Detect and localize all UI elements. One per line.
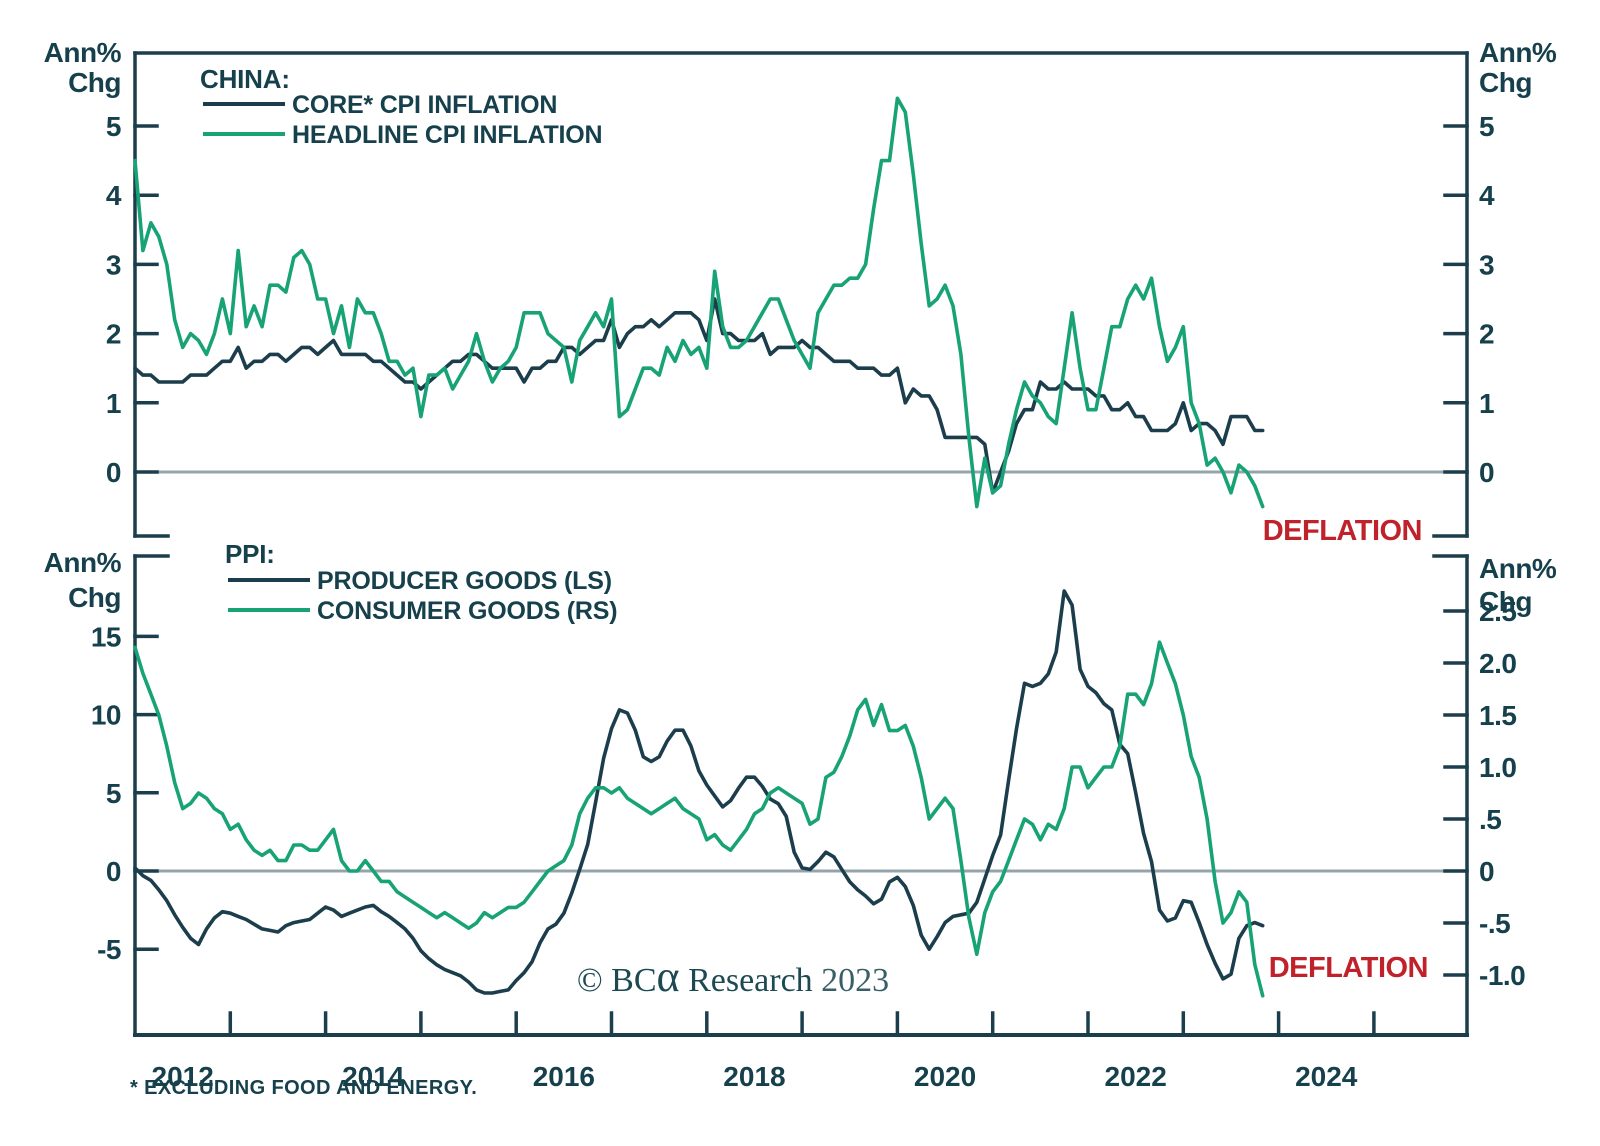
tick-label: -5	[97, 934, 121, 965]
bottom-panel-plot-area: 15 10 5 0 -5 2.5 2.0 1.5 1.0 .5 0 -.5 -1.0 2012 2014 20…	[91, 554, 1526, 1092]
tick-label: -.5	[1479, 908, 1510, 939]
tick-label: 0	[1479, 856, 1494, 887]
producer-goods-line	[133, 589, 1265, 995]
headline-cpi-line	[133, 96, 1265, 509]
tick-label: 4	[106, 180, 122, 211]
year-label: 2014	[342, 1061, 405, 1092]
tick-label: 5	[1479, 111, 1494, 142]
year-label: 2012	[152, 1061, 214, 1092]
top-panel-labels: Ann% Chg Ann% Chg CHINA: CORE* CPI INFLA…	[44, 37, 1558, 547]
consumer-goods-legend-label: CONSUMER GOODS (RS)	[317, 597, 617, 625]
footnote: * EXCLUDING FOOD AND ENERGY.	[130, 1077, 477, 1099]
bottom-right-axis-title-line1: Ann%	[1479, 553, 1557, 584]
top-right-axis-title-line2: Chg	[1479, 67, 1532, 98]
watermark-alpha-glyph: α	[657, 952, 680, 1001]
bottom-panel-labels: Ann% Chg Ann% Chg PPI: PRODUCER GOODS (L…	[44, 539, 1558, 1001]
producer-goods-legend-label: PRODUCER GOODS (LS)	[317, 567, 612, 595]
core-cpi-line	[133, 297, 1265, 495]
tick-label: 3	[1479, 249, 1494, 280]
headline-cpi-legend-label: HEADLINE CPI INFLATION	[292, 121, 602, 149]
tick-label: 2.0	[1479, 648, 1516, 679]
tick-label: 5	[106, 778, 121, 809]
top-deflation-label: DEFLATION	[1263, 515, 1422, 547]
bca-research-watermark: © BCα Research 2023	[577, 952, 889, 1001]
top-right-axis-title-line1: Ann%	[1479, 37, 1557, 68]
tick-label: 1.5	[1479, 700, 1516, 731]
tick-label: 10	[91, 700, 121, 731]
core-cpi-legend-label: CORE* CPI INFLATION	[292, 91, 557, 119]
tick-label: .5	[1479, 804, 1501, 835]
tick-label: 2.5	[1479, 596, 1516, 627]
bottom-deflation-label: DEFLATION	[1269, 952, 1428, 984]
tick-label: 1	[106, 388, 121, 419]
tick-label: 0	[106, 457, 121, 488]
consumer-goods-line	[133, 640, 1265, 998]
top-left-axis-title-line2: Chg	[68, 67, 121, 98]
watermark-year: 2023	[821, 962, 889, 999]
year-label: 2020	[914, 1061, 976, 1092]
tick-label: 2	[106, 319, 121, 350]
bottom-legend-title: PPI:	[225, 539, 275, 569]
watermark-rest: Research	[680, 962, 822, 999]
tick-label: 15	[91, 621, 121, 652]
year-label: 2016	[533, 1061, 595, 1092]
tick-label: 0	[1479, 457, 1494, 488]
bottom-right-axis-title-line2: Chg	[1479, 586, 1532, 617]
year-label: 2024	[1295, 1061, 1358, 1092]
bottom-left-axis-title-line1: Ann%	[44, 547, 122, 578]
tick-label: 5	[106, 111, 121, 142]
tick-label: -1.0	[1479, 960, 1525, 991]
tick-label: 3	[106, 249, 121, 280]
top-panel-plot-area: 5 5 4 4 3 3 2 2 1 1 0 0	[106, 51, 1496, 538]
tick-label: 1.0	[1479, 752, 1516, 783]
top-left-axis-title-line1: Ann%	[44, 37, 122, 68]
tick-label: 4	[1479, 180, 1495, 211]
tick-label: 1	[1479, 388, 1494, 419]
tick-label: 0	[106, 856, 121, 887]
bottom-left-axis-title-line2: Chg	[68, 582, 121, 613]
top-legend-title: CHINA:	[200, 64, 290, 94]
watermark-prefix: © BC	[577, 962, 657, 999]
tick-label: 2	[1479, 319, 1494, 350]
year-label: 2018	[723, 1061, 785, 1092]
year-label: 2022	[1105, 1061, 1167, 1092]
